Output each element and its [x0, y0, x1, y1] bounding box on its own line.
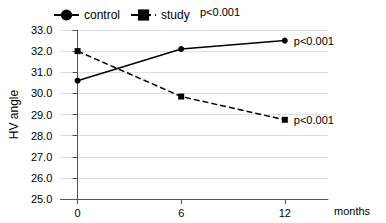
svg-text:p<0.001: p<0.001: [200, 6, 240, 18]
svg-text:30.0: 30.0: [31, 87, 52, 99]
svg-text:25.0: 25.0: [31, 193, 52, 205]
svg-text:12: 12: [279, 207, 291, 219]
svg-text:HV angle: HV angle: [7, 89, 21, 139]
svg-text:29.0: 29.0: [31, 109, 52, 121]
svg-text:32.0: 32.0: [31, 45, 52, 57]
svg-text:p<0.001: p<0.001: [294, 35, 334, 47]
svg-text:27.0: 27.0: [31, 151, 52, 163]
svg-text:26.0: 26.0: [31, 172, 52, 184]
svg-text:control: control: [84, 8, 120, 22]
svg-text:p<0.001: p<0.001: [294, 114, 334, 126]
svg-text:months: months: [334, 205, 371, 217]
svg-text:28.0: 28.0: [31, 130, 52, 142]
svg-text:0: 0: [75, 207, 81, 219]
svg-text:6: 6: [178, 207, 184, 219]
svg-text:33.0: 33.0: [31, 24, 52, 36]
svg-text:study: study: [161, 8, 190, 22]
svg-text:31.0: 31.0: [31, 66, 52, 78]
